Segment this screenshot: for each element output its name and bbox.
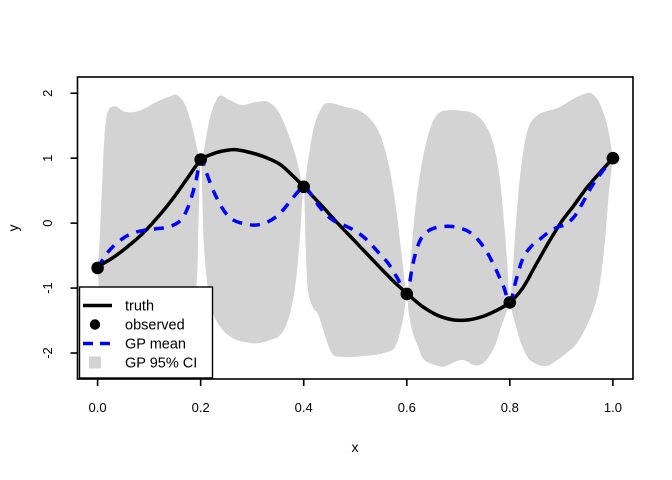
x-tick-label: 1.0 bbox=[604, 400, 622, 415]
x-tick-label: 0.6 bbox=[398, 400, 416, 415]
legend-observed-point-sample bbox=[89, 319, 101, 330]
y-tick-label: 2 bbox=[40, 90, 55, 97]
observed-point bbox=[400, 287, 414, 301]
legend: truth observed GP mean GP 95% CI bbox=[78, 286, 214, 379]
gp-mean-curve bbox=[96, 157, 615, 305]
y-tick-label: 1 bbox=[40, 155, 55, 162]
legend-label-truth: truth bbox=[125, 299, 154, 315]
legend-label-observed: observed bbox=[125, 318, 185, 334]
observed-point bbox=[91, 261, 104, 275]
y-axis-label: y bbox=[5, 225, 21, 232]
x-tick-label: 0.0 bbox=[89, 400, 107, 415]
ci-band-layer bbox=[97, 92, 614, 367]
plot-box bbox=[76, 76, 634, 380]
observed-point bbox=[606, 151, 620, 165]
observed-points-layer bbox=[91, 151, 620, 309]
truth-curve-layer bbox=[95, 147, 615, 323]
x-axis: 0.0 0.2 0.4 0.6 0.8 1.0 bbox=[89, 379, 622, 415]
observed-point bbox=[194, 153, 207, 166]
y-tick-label: -1 bbox=[40, 282, 55, 294]
x-axis-label: x bbox=[352, 439, 359, 455]
x-tick-label: 0.8 bbox=[501, 400, 519, 415]
legend-label-gp-ci: GP 95% CI bbox=[125, 356, 197, 372]
y-axis: -2 -1 0 1 2 bbox=[40, 90, 78, 359]
legend-label-gp-mean: GP mean bbox=[125, 337, 186, 353]
truth-curve bbox=[95, 147, 615, 323]
gp-mean-curve-layer bbox=[96, 157, 615, 305]
x-tick-label: 0.2 bbox=[192, 400, 210, 415]
gp-ci-band bbox=[97, 92, 614, 367]
observed-point bbox=[297, 180, 311, 194]
y-tick-label: 0 bbox=[40, 219, 55, 226]
legend-ci-swatch bbox=[89, 356, 101, 369]
legend-box bbox=[78, 286, 214, 379]
x-tick-label: 0.4 bbox=[295, 400, 313, 415]
y-tick-label: -2 bbox=[40, 347, 55, 359]
observed-point bbox=[503, 296, 517, 309]
